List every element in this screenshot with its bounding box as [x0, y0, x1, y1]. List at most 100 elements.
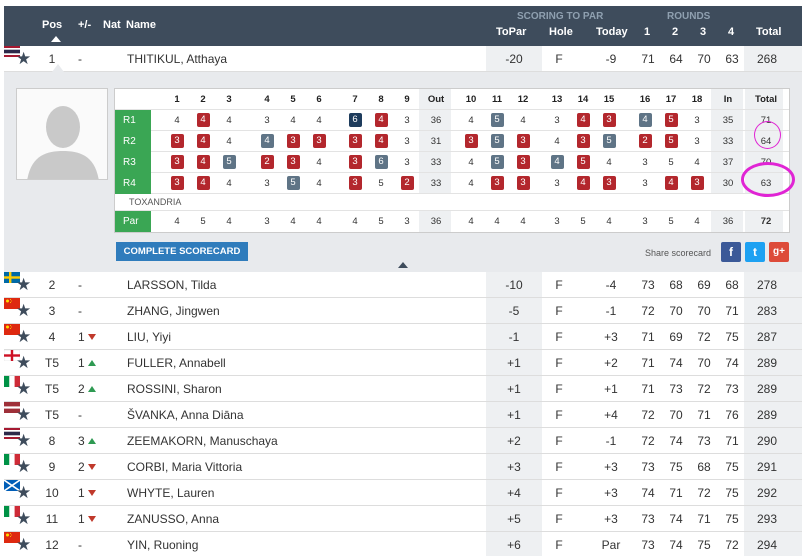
player-pos: 9 [48, 460, 56, 474]
player-pos: T5 [44, 382, 59, 396]
favorite-star-icon[interactable]: ★ [16, 509, 32, 528]
table-row[interactable]: ★ 3 - ZHANG, Jingwen -5 F -1 72 70 70 71 283 [4, 298, 802, 324]
hole-header: Out [427, 94, 445, 105]
player-move: 2 [78, 382, 106, 396]
hole-score: 3 [404, 157, 410, 168]
flag-china-icon [4, 298, 20, 309]
favorite-star-icon[interactable]: ★ [16, 301, 32, 320]
player-name[interactable]: ZANUSSO, Anna [127, 512, 220, 526]
header-topar[interactable]: ToPar [496, 26, 527, 38]
player-r3: 70 [697, 52, 711, 66]
move-down-icon [88, 464, 96, 470]
table-row[interactable]: ★ T5 2 ROSSINI, Sharon +1 F +1 71 73 72 73 289 [4, 376, 802, 402]
birdie-badge: 2 [260, 155, 274, 170]
table-row[interactable]: ★ 2 - LARSSON, Tilda -10 F -4 73 68 69 68 278 [4, 272, 802, 298]
birdie-badge: 3 [286, 134, 300, 149]
favorite-star-icon[interactable]: ★ [16, 327, 32, 346]
favorite-star-icon[interactable]: ★ [16, 405, 32, 424]
table-row[interactable]: ★ 9 2 CORBI, Maria Vittoria +3 F +3 73 75 68 75 291 [4, 454, 802, 480]
hole-score: 35 [722, 115, 734, 126]
player-name[interactable]: LARSSON, Tilda [127, 278, 217, 292]
table-row[interactable]: ★ T5 1 FULLER, Annabell +1 F +2 71 74 70 74 289 [4, 350, 802, 376]
hole-header: 11 [491, 94, 503, 105]
share-scorecard-label: Share scorecard [645, 248, 712, 258]
player-pos: T5 [44, 408, 59, 422]
hole-score: 4 [573, 173, 593, 194]
par-value: 4 [468, 216, 474, 227]
header-today[interactable]: Today [596, 26, 628, 38]
player-hole: F [555, 486, 563, 500]
player-move: 2 [78, 460, 106, 474]
player-name[interactable]: ROSSINI, Sharon [127, 382, 222, 396]
hole-score: 4 [290, 115, 296, 126]
player-name[interactable]: YIN, Ruoning [127, 538, 199, 552]
hole-score: 33 [722, 136, 734, 147]
hole-score: 3 [599, 110, 619, 131]
favorite-star-icon[interactable]: ★ [16, 275, 32, 294]
favorite-star-icon[interactable]: ★ [16, 535, 32, 554]
hole-score: 3 [694, 115, 700, 126]
hole-score: 4 [547, 152, 567, 173]
player-name[interactable]: THITIKUL, Atthaya [127, 52, 228, 66]
hole-score: 4 [316, 178, 322, 189]
hole-score: 4 [694, 157, 700, 168]
table-row[interactable]: ★ 10 1 WHYTE, Lauren +4 F +3 74 71 72 75 292 [4, 480, 802, 506]
player-move: 1 [78, 486, 106, 500]
bogey-badge: 5 [490, 134, 504, 149]
collapse-caret-icon[interactable] [398, 262, 408, 268]
player-topar: -1 [508, 330, 520, 344]
player-name[interactable]: WHYTE, Lauren [127, 486, 215, 500]
hole-score: 5 [487, 131, 507, 152]
player-name[interactable]: ZHANG, Jingwen [127, 304, 220, 318]
player-r4: 68 [725, 278, 739, 292]
hole-score: 4 [371, 110, 391, 131]
player-name[interactable]: ZEEMAKORN, Manuschaya [127, 434, 278, 448]
player-r2: 69 [669, 330, 683, 344]
player-name[interactable]: ŠVANKA, Anna Diāna [127, 408, 244, 422]
player-today: +2 [604, 356, 618, 370]
favorite-star-icon[interactable]: ★ [16, 353, 32, 372]
par-value: 4 [520, 216, 526, 227]
player-name[interactable]: CORBI, Maria Vittoria [127, 460, 243, 474]
par-value: 4 [494, 216, 500, 227]
hole-score: 5 [219, 152, 239, 173]
move-up-icon [88, 360, 96, 366]
favorite-star-icon[interactable]: ★ [16, 49, 32, 68]
bogey-badge: 5 [222, 155, 236, 170]
favorite-star-icon[interactable]: ★ [16, 483, 32, 502]
player-pos: 1 [48, 52, 56, 66]
header-name[interactable]: Name [126, 19, 156, 31]
twitter-icon[interactable]: t [745, 242, 765, 262]
header-total[interactable]: Total [756, 26, 782, 38]
complete-scorecard-button[interactable]: COMPLETE SCORECARD [116, 242, 248, 261]
table-row[interactable]: ★ 4 1 LIU, Yiyi -1 F +3 71 69 72 75 287 [4, 324, 802, 350]
table-row[interactable]: ★ 8 3 ZEEMAKORN, Manuschaya +2 F -1 72 74 73 71 290 [4, 428, 802, 454]
player-name[interactable]: LIU, Yiyi [127, 330, 172, 344]
facebook-icon[interactable]: f [721, 242, 741, 262]
header-pos[interactable]: Pos [42, 19, 63, 31]
birdie-badge: 4 [664, 176, 678, 191]
player-r4: 71 [725, 304, 739, 318]
header-scoring-group: SCORING TO PAR [517, 11, 604, 22]
table-row[interactable]: ★ 11 1 ZANUSSO, Anna +5 F +3 73 74 71 75 293 [4, 506, 802, 532]
flag-italy-icon [4, 376, 20, 387]
player-topar: +1 [507, 408, 521, 422]
favorite-star-icon[interactable]: ★ [16, 431, 32, 450]
favorite-star-icon[interactable]: ★ [16, 457, 32, 476]
table-row-leader[interactable]: ★ 1 - THITIKUL, Atthaya -20 F -9 71 64 7… [4, 46, 802, 72]
flag-england-icon [4, 350, 20, 361]
player-today: -1 [605, 434, 617, 448]
table-row[interactable]: ★ 12 - YIN, Ruoning +6 F Par 73 74 75 72 294 [4, 532, 802, 556]
hole-score: 3 [264, 178, 270, 189]
birdie-badge: 4 [576, 176, 590, 191]
hole-score: 4 [635, 110, 655, 131]
favorite-star-icon[interactable]: ★ [16, 379, 32, 398]
par-value: 36 [722, 216, 734, 227]
player-name[interactable]: FULLER, Annabell [127, 356, 226, 370]
highlight-circle-r2 [754, 121, 781, 149]
hole-score: 4 [573, 110, 593, 131]
google-plus-icon[interactable]: g+ [769, 242, 789, 262]
table-row[interactable]: ★ T5 - ŠVANKA, Anna Diāna +1 F +4 72 70 71 76 289 [4, 402, 802, 428]
hole-score: 3 [345, 131, 365, 152]
hole-header: Total [755, 94, 777, 105]
